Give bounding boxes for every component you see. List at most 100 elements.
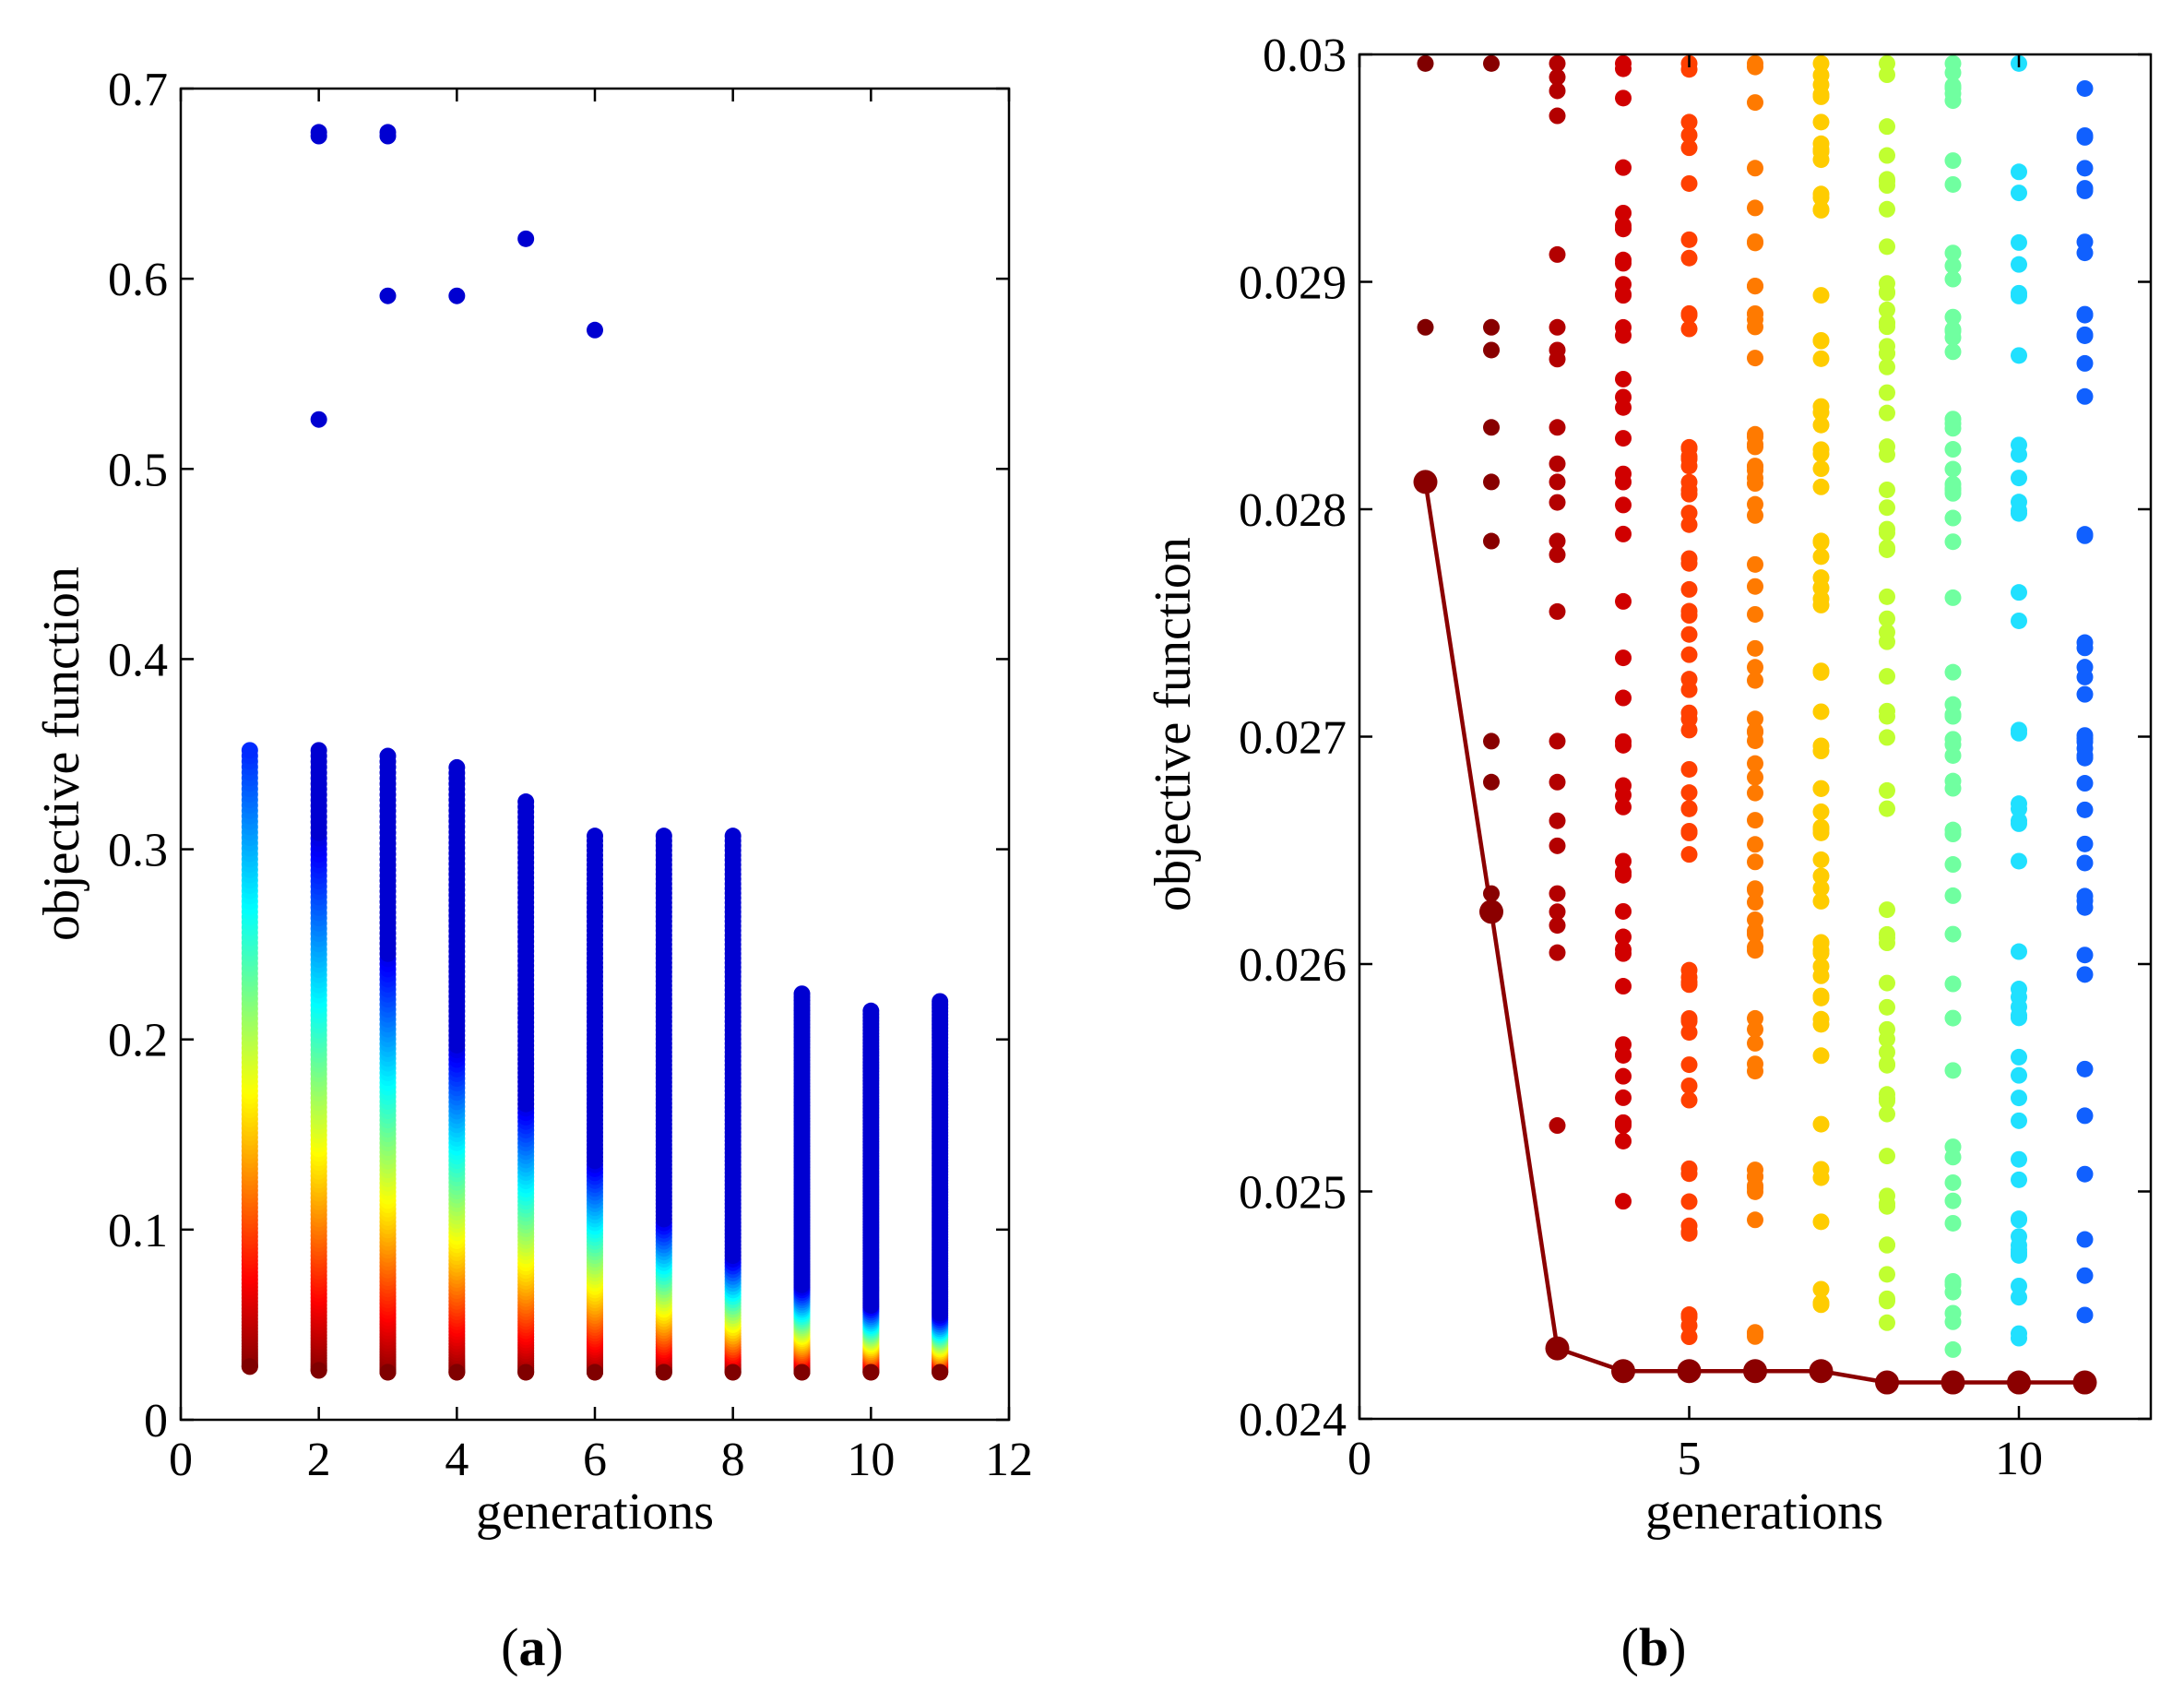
data-point bbox=[1680, 1077, 1698, 1094]
data-point bbox=[1879, 633, 1895, 650]
data-point bbox=[1747, 894, 1763, 911]
data-point bbox=[1879, 1105, 1895, 1123]
data-point bbox=[1747, 659, 1763, 676]
data-point bbox=[1879, 499, 1895, 517]
data-point bbox=[2076, 244, 2094, 262]
data-point bbox=[1549, 903, 1566, 921]
data-point bbox=[1680, 1193, 1698, 1210]
data-point bbox=[1944, 589, 1962, 606]
panel-b-y-axis-label: objective function bbox=[1145, 537, 1202, 911]
data-point bbox=[932, 993, 949, 1010]
data-point bbox=[2076, 730, 2094, 747]
y-tick-label: 0.027 bbox=[1239, 712, 1347, 765]
x-tick-label: 8 bbox=[721, 1434, 745, 1486]
data-point bbox=[1680, 320, 1698, 338]
data-point bbox=[1944, 925, 1962, 943]
data-point bbox=[1879, 314, 1895, 331]
data-point bbox=[1944, 746, 1962, 764]
data-point bbox=[1549, 107, 1566, 125]
data-point-best bbox=[724, 1364, 742, 1381]
data-point bbox=[1615, 287, 1632, 304]
data-point bbox=[1747, 911, 1763, 928]
data-point bbox=[1812, 135, 1830, 152]
data-point bbox=[1615, 1117, 1632, 1135]
best-value-marker bbox=[1875, 1370, 1899, 1395]
data-point bbox=[1680, 973, 1698, 991]
data-point bbox=[1812, 662, 1830, 680]
data-point bbox=[1747, 94, 1763, 112]
data-point bbox=[241, 742, 258, 759]
data-point-best bbox=[793, 1364, 811, 1381]
data-point bbox=[1812, 703, 1830, 720]
data-point bbox=[1812, 851, 1830, 868]
data-point bbox=[2011, 284, 2027, 302]
data-point bbox=[1615, 798, 1632, 816]
data-point bbox=[2011, 446, 2027, 463]
data-point bbox=[1944, 1192, 1962, 1209]
data-point bbox=[724, 828, 742, 845]
y-tick-label: 0.025 bbox=[1239, 1167, 1347, 1220]
data-point bbox=[1680, 505, 1698, 522]
data-point bbox=[655, 828, 672, 845]
data-point bbox=[1549, 773, 1566, 791]
data-point bbox=[1483, 773, 1500, 791]
data-point bbox=[1549, 532, 1566, 550]
data-point bbox=[1812, 404, 1830, 422]
data-point bbox=[1680, 800, 1698, 817]
data-point bbox=[1615, 902, 1632, 920]
data-point bbox=[1680, 1024, 1698, 1042]
data-point bbox=[1812, 1280, 1830, 1298]
data-point bbox=[1483, 341, 1500, 359]
data-point bbox=[1680, 249, 1698, 267]
data-point bbox=[1944, 343, 1962, 361]
data-point bbox=[1879, 934, 1895, 951]
y-tick-label: 0.1 bbox=[108, 1205, 168, 1257]
data-point bbox=[1680, 516, 1698, 533]
data-point bbox=[1812, 548, 1830, 566]
x-tick-label: 10 bbox=[847, 1434, 895, 1486]
data-point bbox=[1944, 411, 1962, 428]
y-tick-label: 0.028 bbox=[1239, 484, 1347, 537]
panel-a-x-axis-label: generations bbox=[476, 1483, 714, 1541]
data-point bbox=[2076, 305, 2094, 323]
data-point bbox=[2011, 724, 2027, 742]
data-point bbox=[1747, 1034, 1763, 1052]
data-point bbox=[1680, 485, 1698, 503]
data-point bbox=[1615, 89, 1632, 107]
data-point bbox=[1680, 1056, 1698, 1074]
data-point bbox=[1483, 532, 1500, 550]
data-point bbox=[1549, 732, 1566, 750]
data-point bbox=[1879, 1236, 1895, 1254]
data-point bbox=[1747, 435, 1763, 453]
data-point bbox=[1615, 399, 1632, 416]
panel-a-x-ticks: 0 2 4 6 8 10 12 bbox=[169, 89, 1033, 1486]
data-point bbox=[1812, 287, 1830, 304]
data-point bbox=[2076, 1231, 2094, 1248]
panel-a-caption: (a) bbox=[501, 1617, 564, 1677]
data-point bbox=[1615, 204, 1632, 221]
data-point bbox=[1680, 174, 1698, 192]
data-point bbox=[1747, 1325, 1763, 1342]
data-point bbox=[1615, 217, 1632, 234]
data-point bbox=[1879, 345, 1895, 363]
data-point bbox=[1879, 481, 1895, 498]
data-point bbox=[1812, 201, 1830, 219]
data-point bbox=[1944, 533, 1962, 551]
data-point bbox=[1747, 278, 1763, 295]
data-point-best bbox=[241, 1358, 258, 1376]
data-point bbox=[1615, 525, 1632, 542]
data-point bbox=[1879, 974, 1895, 992]
data-point bbox=[1812, 989, 1830, 1006]
y-tick-label: 0.5 bbox=[108, 444, 168, 496]
data-point bbox=[1879, 283, 1895, 301]
data-point bbox=[1680, 760, 1698, 778]
data-point bbox=[2076, 326, 2094, 343]
data-point bbox=[1747, 768, 1763, 786]
data-point bbox=[1747, 755, 1763, 772]
panel-b-best-line bbox=[1413, 470, 2097, 1395]
data-point bbox=[1549, 318, 1566, 336]
data-point bbox=[1812, 478, 1830, 495]
data-point bbox=[2076, 1165, 2094, 1183]
data-point bbox=[2011, 1112, 2027, 1129]
data-point bbox=[1747, 812, 1763, 829]
